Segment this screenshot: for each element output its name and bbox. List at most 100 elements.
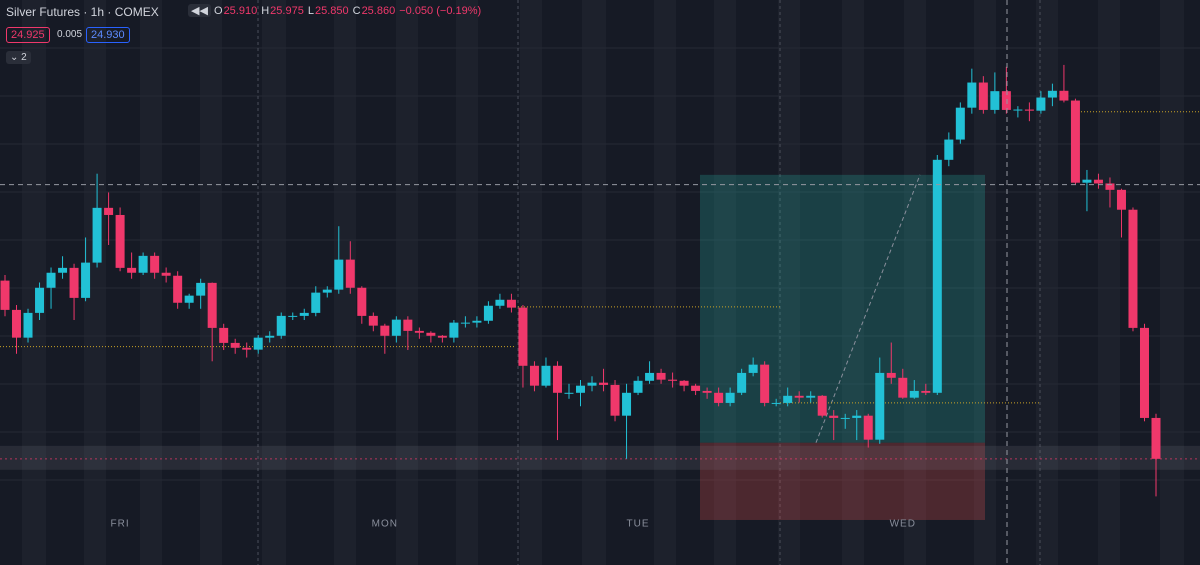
candle-body <box>288 315 298 317</box>
candle-body <box>46 272 56 288</box>
candle-body <box>334 259 344 290</box>
candle-body <box>184 295 194 303</box>
candle-body <box>242 347 252 350</box>
ohlc-value: 25.975 <box>270 5 304 17</box>
candle-body <box>345 259 355 288</box>
candle-body <box>817 395 827 416</box>
candle-body <box>230 342 240 348</box>
x-tick-label: MON <box>372 519 398 530</box>
candle-body <box>472 320 482 323</box>
candle-body <box>599 382 609 385</box>
candle-body <box>196 282 206 296</box>
candle-body <box>576 385 585 393</box>
candle-body <box>23 312 33 338</box>
candle-body <box>967 82 977 108</box>
replay-button[interactable]: ◀◀ <box>188 4 211 17</box>
candle-body <box>955 107 965 140</box>
highlight-band <box>0 445 1200 470</box>
candle-body <box>771 402 781 404</box>
candle-body <box>1036 97 1046 111</box>
session-stripe <box>22 0 46 565</box>
candle-body <box>518 307 528 366</box>
candle-body <box>1139 327 1149 418</box>
candle-body <box>863 415 873 440</box>
session-stripe <box>84 0 106 565</box>
session-stripe <box>456 0 478 565</box>
candle-body <box>0 280 10 310</box>
candle-body <box>449 322 459 338</box>
candle-body <box>1024 109 1034 111</box>
candle-body <box>840 417 850 419</box>
candle-body <box>1070 100 1080 183</box>
candle-body <box>380 325 390 336</box>
candle-body <box>299 312 309 316</box>
candle-body <box>633 380 643 393</box>
candle-body <box>173 275 183 303</box>
candle-body <box>760 364 770 403</box>
candle-body <box>587 382 597 386</box>
candle-body <box>161 272 171 276</box>
ohlc-value: 25.850 <box>314 5 349 17</box>
session-stripe <box>520 0 542 565</box>
session-stripe <box>1160 0 1184 565</box>
candle-body <box>391 319 401 336</box>
candle-body <box>58 267 68 273</box>
candle-body <box>253 337 263 350</box>
candle-body <box>1001 91 1011 110</box>
ohlc-legend: O25.910 H25.975 L25.850 C25.860 −0.050 (−0.1… <box>214 5 482 17</box>
candle-body <box>610 384 620 416</box>
indicators-toggle[interactable]: ⌄ 2 <box>6 51 31 64</box>
candle-body <box>622 392 632 416</box>
candle-body <box>691 385 701 391</box>
candle-body <box>656 372 666 380</box>
candle-body <box>207 282 217 328</box>
candle-body <box>645 372 655 381</box>
candle-body <box>127 267 137 273</box>
candle-body <box>460 322 470 324</box>
candle-body <box>990 91 1000 110</box>
sell-price[interactable]: 24.925 <box>6 27 50 43</box>
symbol-title[interactable]: Silver Futures · 1h · COMEX <box>6 5 159 19</box>
candle-body <box>1047 90 1057 98</box>
candle-body <box>737 372 747 393</box>
session-stripe <box>1036 0 1058 565</box>
candle-body <box>311 292 321 313</box>
ohlc-value: 25.860 <box>361 5 396 17</box>
candle-body <box>506 299 516 308</box>
candle-body <box>529 365 539 386</box>
session-stripe <box>842 0 864 565</box>
candle-body <box>115 214 125 268</box>
indicator-count: 2 <box>21 52 27 63</box>
candle-body <box>714 392 724 403</box>
candle-body <box>1013 109 1023 111</box>
chevron: ⌄ <box>10 52 22 63</box>
candle-body <box>921 390 931 393</box>
candle-body <box>679 380 689 386</box>
candle-body <box>806 395 816 398</box>
candle-body <box>552 365 562 393</box>
candle-body <box>909 390 919 398</box>
candle-body <box>794 395 804 398</box>
candle-body <box>702 390 712 393</box>
candle-body <box>276 315 286 336</box>
loss-zone <box>700 442 985 520</box>
candle-body <box>1105 183 1115 190</box>
candle-body <box>944 139 954 160</box>
change: −0.050 (−0.19%) <box>399 5 482 17</box>
ohlc-value: 25.910 <box>223 5 258 17</box>
candle-body <box>219 327 229 343</box>
candle-body <box>978 82 988 110</box>
candle-body <box>35 287 45 313</box>
ohlc-label: O <box>214 5 223 17</box>
candle-body <box>81 262 91 298</box>
candle-body <box>783 395 793 403</box>
ohlc-label: H <box>261 5 270 17</box>
candle-body <box>541 365 551 386</box>
buy-price[interactable]: 24.930 <box>86 27 130 43</box>
candle-body <box>668 379 678 381</box>
session-stripe <box>904 0 926 565</box>
candle-body <box>403 319 413 331</box>
session-stripe <box>778 0 800 565</box>
